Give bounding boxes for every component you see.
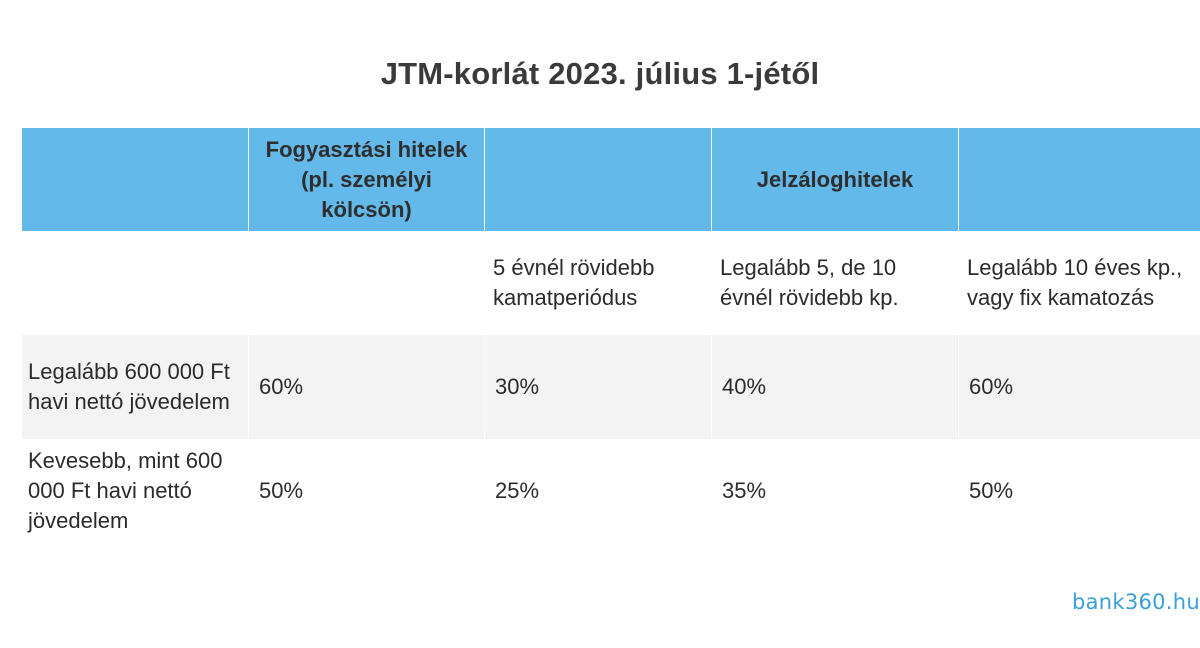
table-header-row: Fogyasztási hitelek (pl. személyi kölcsö…: [22, 128, 1200, 231]
table-cell: 25%: [495, 478, 540, 503]
page-title: JTM-korlát 2023. július 1-jétől: [380, 56, 820, 91]
table-cell: 60%: [969, 374, 1014, 399]
header-cell-mortgage-loans: Jelzáloghitelek: [712, 128, 959, 231]
row-label: Legalább 600 000 Ft havi nettó jövedelem: [22, 335, 249, 439]
table-cell: 60%: [249, 335, 485, 439]
header-cell-blank-2: [959, 128, 1200, 231]
jtm-table: Fogyasztási hitelek (pl. személyi kölcsö…: [22, 128, 1200, 543]
table-cell: 35%: [722, 478, 767, 503]
header-cell-consumer-loans: Fogyasztási hitelek (pl. személyi kölcsö…: [249, 128, 485, 231]
subheader-cell-empty-2: [249, 231, 485, 335]
subheader-cell-short-period: 5 évnél rövidebb kamatperiódus: [493, 255, 655, 310]
subheader-cell-long-period: Legalább 10 éves kp., vagy fix kamatozás: [967, 255, 1183, 310]
brand-logo: bank360.hu: [1071, 590, 1200, 614]
header-cell-empty: [22, 128, 249, 231]
header-cell-blank: [485, 128, 712, 231]
table-row: Legalább 600 000 Ft havi nettó jövedelem…: [22, 335, 1200, 439]
table-cell: 50%: [259, 478, 304, 503]
table-row: Kevesebb, mint 600 000 Ft havi nettó jöv…: [22, 439, 1200, 543]
row-label: Kevesebb, mint 600 000 Ft havi nettó jöv…: [28, 448, 223, 533]
table-cell: 50%: [969, 478, 1014, 503]
table-subheader-row: 5 évnél rövidebb kamatperiódus Legalább …: [22, 231, 1200, 335]
table-cell: 40%: [712, 335, 959, 439]
table-cell: 30%: [485, 335, 712, 439]
subheader-cell-mid-period: Legalább 5, de 10 évnél rövidebb kp.: [720, 255, 899, 310]
subheader-cell-empty: [22, 231, 249, 335]
